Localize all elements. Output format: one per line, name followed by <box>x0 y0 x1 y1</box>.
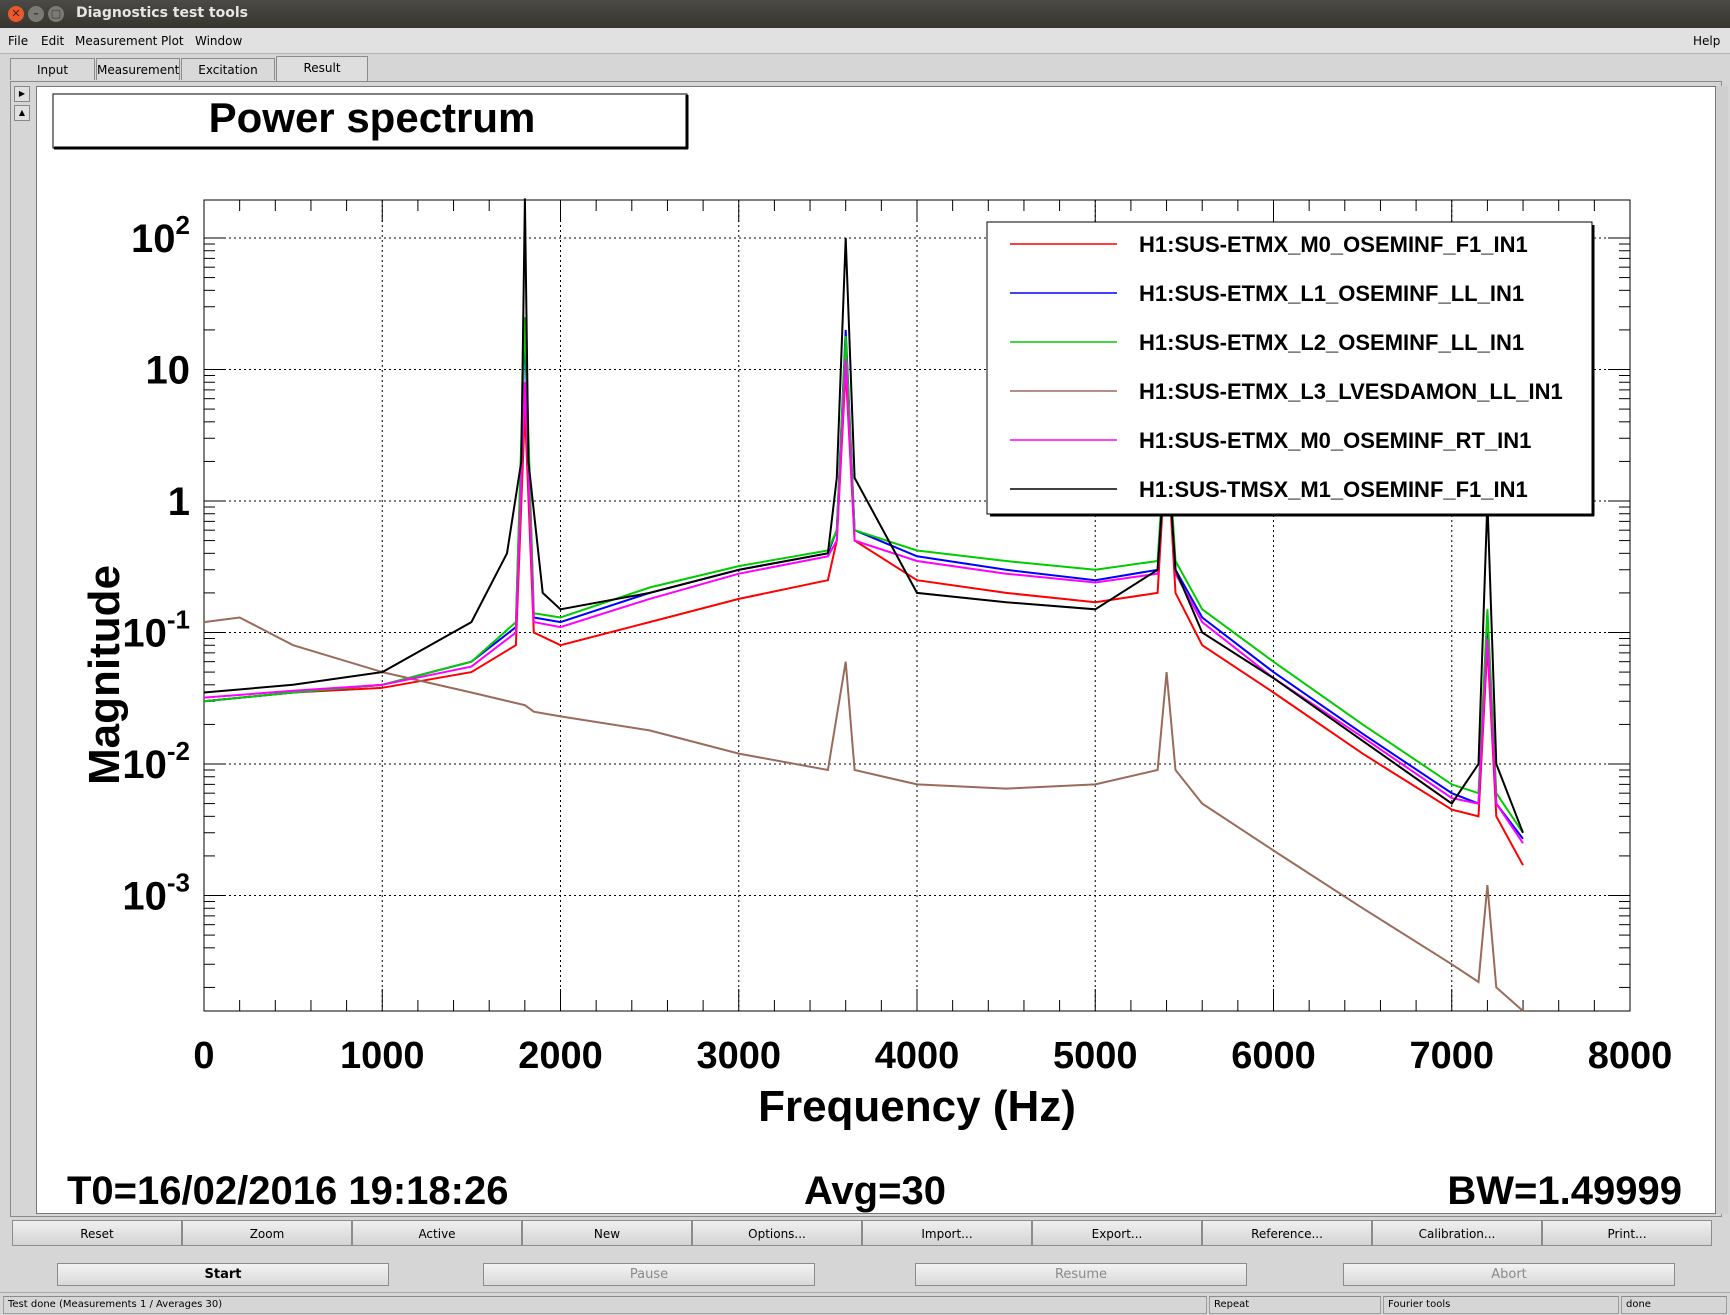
abort-button[interactable]: Abort <box>1343 1263 1675 1286</box>
active-button[interactable]: Active <box>352 1220 522 1246</box>
x-tick-label: 6000 <box>1231 1035 1316 1077</box>
close-icon[interactable]: ✕ <box>8 6 24 22</box>
y-tick-label: 1 <box>168 480 190 524</box>
maximize-icon[interactable]: ▢ <box>48 6 64 22</box>
pause-button[interactable]: Pause <box>483 1263 815 1286</box>
y-tick-labels: 102 10 1 10-1 10-2 10-3 <box>122 210 190 919</box>
vertical-scrollbar[interactable] <box>1716 86 1728 1214</box>
zoom-button[interactable]: Zoom <box>182 1220 352 1246</box>
tab-measurement[interactable]: Measurement <box>96 58 180 80</box>
legend-label: H1:SUS-ETMX_M0_OSEMINF_F1_IN1 <box>1139 232 1528 257</box>
x-tick-labels: 0 1000 2000 3000 4000 5000 6000 7000 8000 <box>193 1035 1672 1077</box>
legend-label: H1:SUS-ETMX_L1_OSEMINF_LL_IN1 <box>1139 281 1524 306</box>
footer-bw: BW=1.49999 <box>1447 1169 1682 1213</box>
x-tick-label: 2000 <box>518 1035 603 1077</box>
y-tick-label: 10-2 <box>122 736 190 787</box>
legend-label: H1:SUS-ETMX_L3_LVESDAMON_LL_IN1 <box>1139 379 1563 404</box>
status-tool: Fourier tools <box>1383 1296 1619 1314</box>
print-button[interactable]: Print... <box>1542 1220 1712 1246</box>
x-tick-label: 7000 <box>1409 1035 1494 1077</box>
arrow-right-icon[interactable]: ▶ <box>14 86 30 102</box>
x-tick-label: 3000 <box>696 1035 781 1077</box>
status-mode: Repeat <box>1209 1296 1381 1314</box>
start-button[interactable]: Start <box>57 1263 389 1286</box>
footer-t0: T0=16/02/2016 19:18:26 <box>67 1169 508 1213</box>
x-tick-label: 0 <box>193 1035 214 1077</box>
tab-result[interactable]: Result <box>276 56 368 81</box>
axis-ticks <box>203 200 1631 1011</box>
footer-avg: Avg=30 <box>804 1169 946 1213</box>
reset-button[interactable]: Reset <box>12 1220 182 1246</box>
side-controls: ▶ ▲ <box>14 86 32 124</box>
menu-help[interactable]: Help <box>1693 34 1721 48</box>
export-button[interactable]: Export... <box>1032 1220 1202 1246</box>
menu-measurement[interactable]: Measurement <box>75 34 158 48</box>
status-message: Test done (Measurements 1 / Averages 30) <box>3 1296 1207 1314</box>
tab-excitation[interactable]: Excitation <box>181 58 275 80</box>
y-tick-label: 10 <box>146 349 191 393</box>
menu-bar: File Edit Measurement Plot Window Help <box>0 28 1730 54</box>
tab-bar: Input Measurement Excitation Result <box>0 55 1730 81</box>
new-button[interactable]: New <box>522 1220 692 1246</box>
status-state: done <box>1621 1296 1727 1314</box>
x-tick-label: 4000 <box>875 1035 960 1077</box>
window-titlebar: ✕ – ▢ Diagnostics test tools <box>0 0 1730 28</box>
x-tick-label: 1000 <box>340 1035 425 1077</box>
series-lines <box>203 198 1524 1012</box>
reference-button[interactable]: Reference... <box>1202 1220 1372 1246</box>
window-title: Diagnostics test tools <box>76 5 248 21</box>
plot-title: Power spectrum <box>209 94 536 141</box>
options-button[interactable]: Options... <box>692 1220 862 1246</box>
menu-edit[interactable]: Edit <box>41 34 65 48</box>
title-box <box>52 93 688 149</box>
series-line-6 <box>203 198 1524 834</box>
y-axis-label: Magnitude <box>80 565 129 785</box>
legend: H1:SUS-ETMX_M0_OSEMINF_F1_IN1 H1:SUS-ETMX… <box>986 221 1595 517</box>
y-tick-label: 102 <box>131 210 190 261</box>
control-row: Start Pause Resume Abort <box>0 1260 1730 1292</box>
plot-canvas[interactable]: Power spectrum 102 10 1 10-1 10-2 10-3 0 1000 2… <box>36 86 1716 1214</box>
y-tick-label: 10-1 <box>122 605 190 656</box>
legend-label: H1:SUS-TMSX_M1_OSEMINF_F1_IN1 <box>1139 477 1528 502</box>
status-bar: Test done (Measurements 1 / Averages 30)… <box>0 1292 1730 1315</box>
import-button[interactable]: Import... <box>862 1220 1032 1246</box>
legend-label: H1:SUS-ETMX_L2_OSEMINF_LL_IN1 <box>1139 330 1524 355</box>
calibration-button[interactable]: Calibration... <box>1372 1220 1542 1246</box>
menu-window[interactable]: Window <box>195 34 243 48</box>
arrow-up-icon[interactable]: ▲ <box>14 105 30 121</box>
x-tick-label: 5000 <box>1053 1035 1138 1077</box>
menu-plot[interactable]: Plot <box>161 34 184 48</box>
x-axis-label: Frequency (Hz) <box>758 1082 1076 1131</box>
series-line-5 <box>203 359 1524 844</box>
power-spectrum-plot[interactable]: Power spectrum 102 10 1 10-1 10-2 10-3 0 1000 2… <box>37 87 1715 1213</box>
series-line-4 <box>203 616 1524 1012</box>
minimize-icon[interactable]: – <box>28 6 44 22</box>
legend-label: H1:SUS-ETMX_M0_OSEMINF_RT_IN1 <box>1139 428 1531 453</box>
menu-file[interactable]: File <box>8 34 29 48</box>
tab-input[interactable]: Input <box>10 58 95 80</box>
x-tick-label: 8000 <box>1588 1035 1673 1077</box>
y-tick-label: 10-3 <box>122 868 190 919</box>
resume-button[interactable]: Resume <box>915 1263 1247 1286</box>
plot-toolbar: Reset Zoom Active New Options... Import.… <box>10 1220 1722 1250</box>
